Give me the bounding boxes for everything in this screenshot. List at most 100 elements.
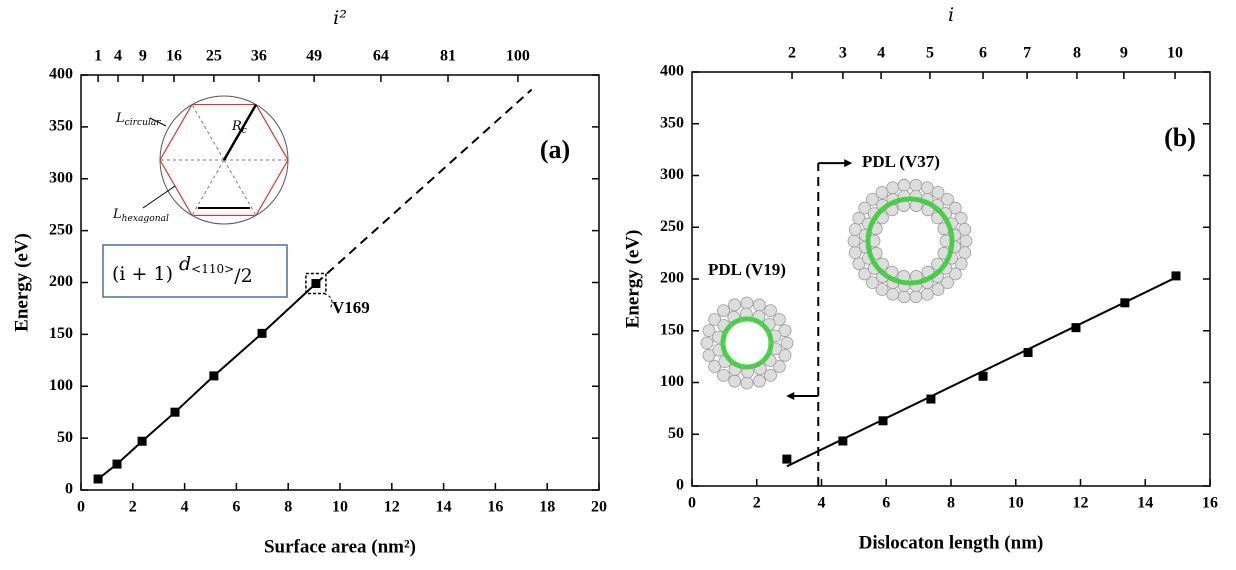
atom (931, 283, 945, 296)
x-tick-label: 2 (129, 499, 137, 516)
x-tick-label: 6 (232, 499, 240, 516)
x-tick-label: 14 (1137, 495, 1153, 512)
y-tick-label: 100 (660, 373, 684, 390)
inset-arrow (142, 185, 176, 209)
x-tick-label: 4 (181, 499, 189, 516)
inset-hexagon (159, 103, 289, 217)
x-tick-label: 16 (1202, 495, 1218, 512)
annotation: PDL (V37) (862, 152, 940, 171)
inset-label-main: L (115, 111, 125, 126)
data-point (93, 474, 103, 484)
inset-label-sub: hexagonal (122, 214, 169, 224)
formula-d: d (179, 253, 191, 275)
atom (752, 374, 766, 388)
x2-tick-label: 2 (788, 45, 796, 62)
x2-tick-label: 36 (251, 48, 267, 65)
x2-tick-label: 49 (306, 48, 322, 65)
x2-tick-label: 1 (94, 48, 102, 65)
data-point (170, 407, 180, 417)
pointer (323, 293, 333, 310)
formula-suffix: /2 (234, 265, 253, 287)
atom (772, 360, 786, 373)
series-line (786, 276, 1177, 468)
atom (897, 290, 911, 304)
x2-tick-label: 5 (926, 45, 934, 62)
atom (858, 201, 872, 215)
x-tick-label: 12 (1073, 495, 1089, 512)
atom (847, 234, 861, 248)
x-tick-label: 14 (436, 499, 452, 516)
panel-label: (a) (540, 135, 570, 164)
data-point (838, 436, 848, 446)
data-point (926, 394, 936, 404)
data-point (209, 371, 219, 381)
atom (780, 336, 794, 350)
atom (866, 276, 879, 290)
y-tick-label: 50 (57, 429, 73, 446)
atom (941, 276, 954, 290)
y-tick-label: 200 (660, 270, 684, 287)
inset-spoke (191, 159, 225, 216)
atom (740, 376, 754, 390)
loop-ring (865, 196, 955, 286)
x-axis-label: Dislocaton length (nm) (859, 532, 1044, 553)
inset-spoke (191, 104, 225, 161)
arrow-head (786, 392, 795, 400)
y-axis-label: Energy (eV) (622, 230, 643, 329)
y-tick-label: 200 (49, 273, 73, 290)
atom (866, 192, 879, 206)
atom (875, 283, 889, 296)
atom (717, 304, 730, 318)
inset-label: Lhexagonal (112, 207, 169, 224)
y-tick-label: 300 (660, 166, 684, 183)
atom (764, 368, 777, 382)
series-line (97, 282, 317, 480)
atom (909, 178, 923, 192)
inset-label-main: R (231, 119, 242, 134)
x-tick-label: 20 (591, 499, 607, 516)
inset-label: Lcircular (115, 111, 161, 128)
loop-ring (720, 316, 774, 370)
atom (852, 211, 866, 225)
atom (948, 201, 962, 215)
y-tick-label: 250 (49, 221, 73, 238)
atom (875, 186, 889, 199)
atom (948, 267, 962, 281)
atom (958, 222, 972, 236)
data-point (1071, 323, 1081, 333)
atom (897, 178, 911, 192)
arrow-head (844, 159, 853, 168)
formula-box (102, 244, 288, 298)
highlight-box (305, 272, 327, 295)
atom (909, 290, 923, 304)
formula: (i + 1) d<110>/2 (112, 253, 253, 287)
x-tick-label: 0 (77, 499, 85, 516)
y-tick-label: 50 (668, 425, 684, 442)
y-tick-label: 150 (49, 325, 73, 342)
x-tick-label: 10 (332, 499, 348, 516)
atom (920, 181, 934, 195)
formula-prefix: (i + 1) (112, 263, 173, 285)
y-tick-label: 350 (660, 114, 684, 131)
atom (708, 313, 722, 326)
x2-axis-label: i² (333, 7, 347, 29)
x2-tick-label: 100 (506, 48, 530, 65)
x-tick-label: 8 (284, 499, 292, 516)
x2-tick-label: 6 (979, 45, 987, 62)
x2-tick-label: 8 (1073, 45, 1081, 62)
inset-label: Rc (231, 119, 247, 136)
inset-label-sub: c (242, 126, 247, 136)
formula-sub: <110> (191, 262, 234, 276)
annotation: PDL (V19) (708, 260, 786, 279)
atom (702, 348, 716, 362)
data-point (137, 436, 147, 446)
atom (954, 257, 968, 271)
x2-tick-label: 7 (1023, 45, 1031, 62)
atom (959, 234, 973, 248)
panel-label: (b) (1164, 123, 1196, 152)
y-tick-label: 0 (65, 481, 73, 498)
x2-tick-label: 16 (166, 48, 182, 65)
data-point (1023, 347, 1033, 357)
